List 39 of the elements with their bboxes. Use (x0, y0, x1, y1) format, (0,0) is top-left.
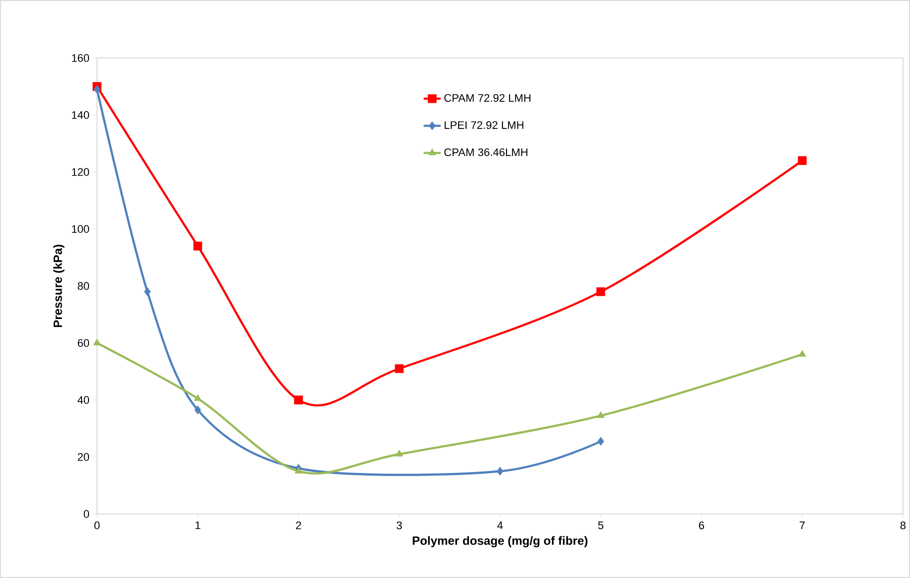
x-tick-label: 7 (800, 522, 805, 530)
x-tick-label: 6 (699, 522, 704, 530)
y-tick-label: 0 (84, 510, 90, 518)
x-tick-label: 8 (900, 522, 906, 530)
point (597, 436, 604, 446)
point (596, 411, 605, 418)
x-axis-title: Polymer dosage (mg/g of fibre) (412, 536, 588, 548)
x-tick-label: 0 (94, 522, 100, 530)
y-tick-label: 160 (72, 54, 90, 62)
y-tick-label: 120 (72, 168, 90, 176)
y-tick-label: 80 (78, 282, 90, 290)
point (94, 84, 100, 94)
legend-label: CPAM 36.46LMH (444, 148, 528, 156)
point (798, 156, 807, 165)
point (294, 396, 303, 404)
y-tick-label: 140 (72, 111, 90, 119)
y-tick-label: 20 (78, 453, 90, 461)
x-tick-label: 3 (396, 522, 402, 530)
point (194, 406, 202, 414)
y-tick-label: 100 (72, 225, 90, 233)
point (193, 242, 202, 250)
point (93, 338, 101, 346)
point (294, 466, 302, 474)
x-tick-label: 4 (497, 522, 503, 530)
point (596, 287, 606, 296)
y-axis-title: Pressure (kPa) (53, 244, 64, 328)
point (496, 466, 504, 476)
point (144, 287, 151, 296)
point (395, 450, 404, 456)
x-tick-label: 5 (598, 522, 604, 530)
y-tick-label: 60 (78, 339, 90, 347)
legend-label: CPAM 72.92 LMH (444, 94, 530, 102)
x-tick-label: 2 (296, 522, 302, 530)
point (394, 364, 404, 374)
y-tick-label: 40 (78, 396, 90, 404)
x-tick-label: 1 (196, 522, 200, 530)
point (798, 350, 806, 357)
point (194, 394, 202, 401)
legend-label: LPEI 72.92 LMH (444, 121, 524, 129)
